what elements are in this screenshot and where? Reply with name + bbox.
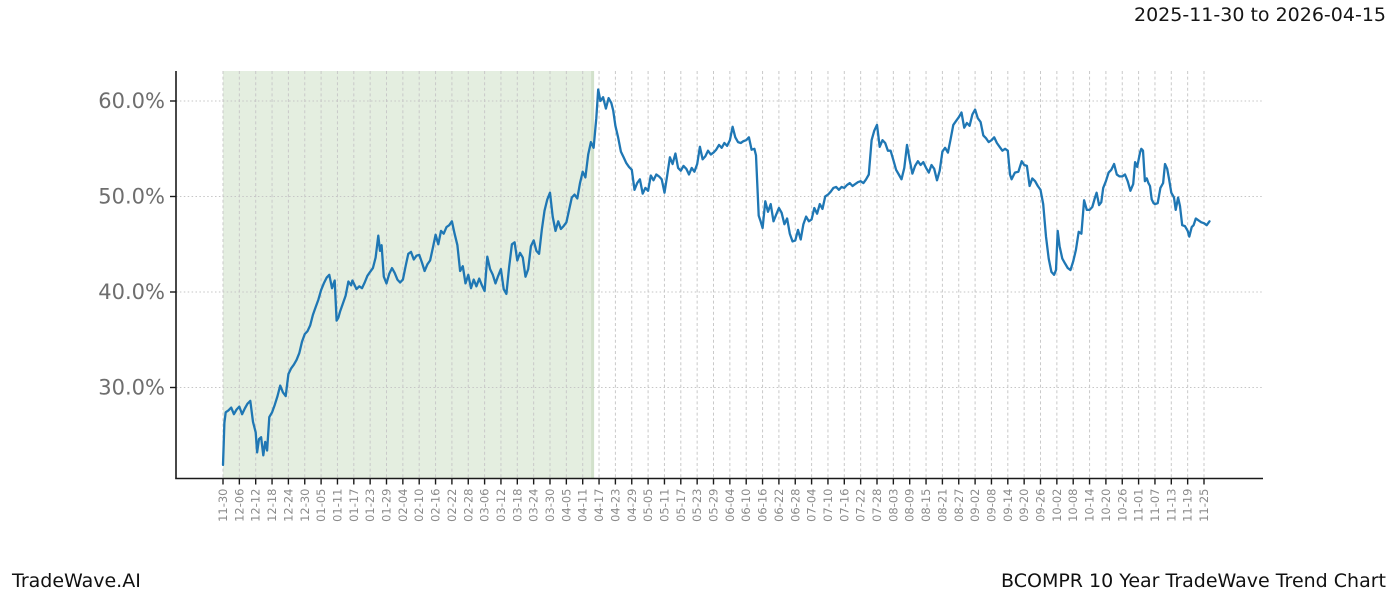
x-tick-label: 08-21: [935, 489, 949, 522]
x-tick-label: 07-16: [837, 489, 851, 522]
x-tick-label: 01-29: [380, 489, 394, 522]
x-tick-label: 06-16: [756, 489, 770, 522]
x-tick-label: 12-06: [232, 489, 246, 522]
y-tick-label: 40.0%: [98, 280, 165, 304]
x-tick-label: 04-29: [625, 489, 639, 522]
x-tick-labels: 11-30 12-06 12-12 12-18 12-24 12-30 01-05 01-11…: [216, 488, 1211, 521]
x-tick-label: 06-28: [788, 489, 802, 522]
x-tick-label: 04-23: [608, 489, 622, 522]
x-tick-label: 09-26: [1034, 489, 1048, 522]
x-tick-label: 08-15: [919, 489, 933, 522]
x-tick-label: 12-24: [281, 489, 295, 522]
y-tick-label: 30.0%: [98, 376, 165, 400]
trend-line: [221, 88, 1211, 467]
x-tick-label: 09-02: [968, 489, 982, 522]
x-tick-label: 08-03: [886, 489, 900, 522]
x-tick-label: 10-08: [1066, 489, 1080, 522]
x-tick-label: 11-13: [1164, 489, 1178, 522]
x-tick-label: 11-19: [1181, 489, 1195, 522]
x-tick-label: 11-30: [216, 489, 230, 522]
x-tick-label: 12-12: [249, 489, 263, 522]
x-tick-label: 05-17: [674, 489, 688, 522]
x-tick-label: 10-02: [1050, 489, 1064, 522]
chart-title: 2025-11-30 to 2026-04-15: [1134, 4, 1386, 26]
x-tick-label: 11-07: [1148, 489, 1162, 522]
x-tick-label: 01-17: [347, 489, 361, 522]
x-tick-label: 12-18: [265, 489, 279, 522]
x-tick-label: 05-11: [657, 489, 671, 522]
y-tick-labels: 30.0% 40.0% 50.0% 60.0%: [98, 89, 165, 400]
x-tick-label: 09-08: [984, 488, 998, 521]
x-tick-label: 08-09: [903, 489, 917, 522]
x-tick-label: 03-12: [494, 489, 508, 522]
x-tick-label: 02-10: [412, 489, 426, 522]
x-tick-label: 04-17: [592, 489, 606, 522]
x-tick-label: 10-20: [1099, 489, 1113, 522]
x-tick-label: 12-30: [298, 489, 312, 522]
x-tick-label: 01-23: [363, 489, 377, 522]
x-tick-label: 03-24: [527, 489, 541, 522]
highlight-region: [223, 71, 594, 479]
y-tick-label: 60.0%: [98, 89, 165, 113]
brand-label: TradeWave.AI: [12, 570, 141, 592]
highlight-region-edge: [591, 71, 595, 479]
x-tick-label: 10-26: [1115, 489, 1129, 522]
x-tick-label: 04-05: [559, 489, 573, 522]
x-tick-label: 05-05: [641, 489, 655, 522]
x-tick-label: 06-10: [739, 489, 753, 522]
x-tick-marks: [222, 478, 1205, 485]
x-tick-label: 07-10: [821, 489, 835, 522]
x-tick-label: 07-22: [854, 489, 868, 522]
x-tick-label: 11-25: [1197, 489, 1211, 522]
x-tick-label: 02-16: [429, 489, 443, 522]
x-tick-label: 06-22: [772, 489, 786, 522]
x-tick-label: 08-27: [952, 489, 966, 522]
y-tick-label: 50.0%: [98, 185, 165, 209]
chart-caption: BCOMPR 10 Year TradeWave Trend Chart: [1001, 570, 1386, 592]
x-tick-label: 03-06: [478, 488, 492, 521]
y-gridlines: [170, 100, 1263, 389]
x-tick-label: 02-28: [461, 489, 475, 522]
x-tick-label: 03-18: [510, 489, 524, 522]
x-tick-label: 05-29: [707, 489, 721, 522]
x-tick-label: 11-01: [1132, 489, 1146, 522]
x-tick-label: 07-28: [870, 489, 884, 522]
x-tick-label: 03-30: [543, 489, 557, 522]
x-tick-label: 05-23: [690, 489, 704, 522]
x-tick-label: 10-14: [1083, 489, 1097, 522]
x-tick-label: 02-22: [445, 489, 459, 522]
x-tick-label: 06-04: [723, 489, 737, 522]
x-tick-label: 02-04: [396, 489, 410, 522]
x-tick-label: 01-11: [330, 489, 344, 522]
x-tick-label: 04-11: [576, 489, 590, 522]
x-tick-label: 09-20: [1017, 489, 1031, 522]
x-tick-label: 07-04: [805, 489, 819, 522]
x-tick-label: 09-14: [1001, 489, 1015, 522]
x-tick-label: 01-05: [314, 489, 328, 522]
